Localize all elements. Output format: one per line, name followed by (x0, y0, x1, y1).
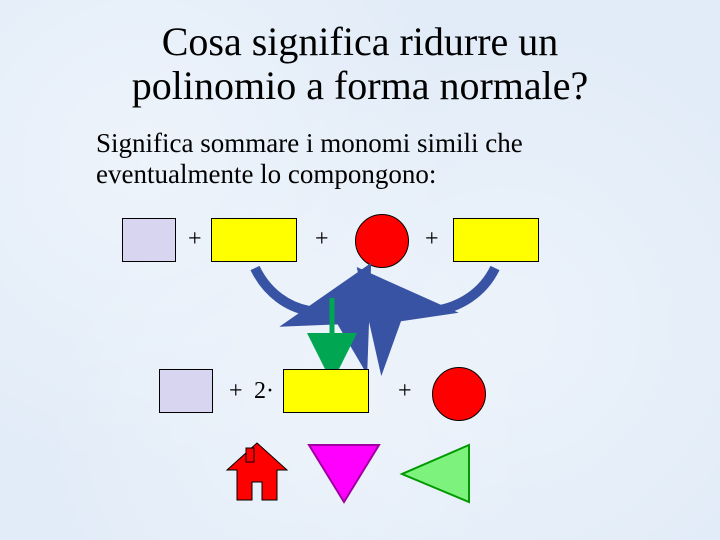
row1-shape-yellow-rect-a (211, 218, 297, 262)
home-button[interactable] (222, 438, 292, 508)
diagram-stage: + + + + 2· + (0, 0, 720, 540)
coefficient-2: 2· (254, 378, 274, 405)
operator-plus-5: + (398, 378, 412, 405)
operator-plus-2: + (315, 226, 329, 253)
home-chimney-icon (246, 448, 254, 462)
row2-shape-red-circle (432, 367, 486, 421)
row2-shape-yellow-rect (283, 369, 369, 413)
row1-shape-lavender-rect (122, 218, 176, 262)
next-button[interactable] (304, 440, 384, 510)
row2-shape-lavender-rect (159, 369, 213, 413)
home-icon (227, 443, 287, 500)
curve-arrow-right (382, 268, 495, 312)
operator-plus-3: + (425, 226, 439, 253)
prev-button[interactable] (394, 440, 474, 510)
triangle-down-icon (309, 445, 379, 502)
curve-arrow-left (255, 268, 352, 312)
triangle-left-icon (402, 445, 469, 502)
operator-plus-4: + (229, 378, 243, 405)
operator-plus-1: + (188, 226, 202, 253)
row1-shape-red-circle (355, 214, 409, 268)
row1-shape-yellow-rect-b (453, 218, 539, 262)
